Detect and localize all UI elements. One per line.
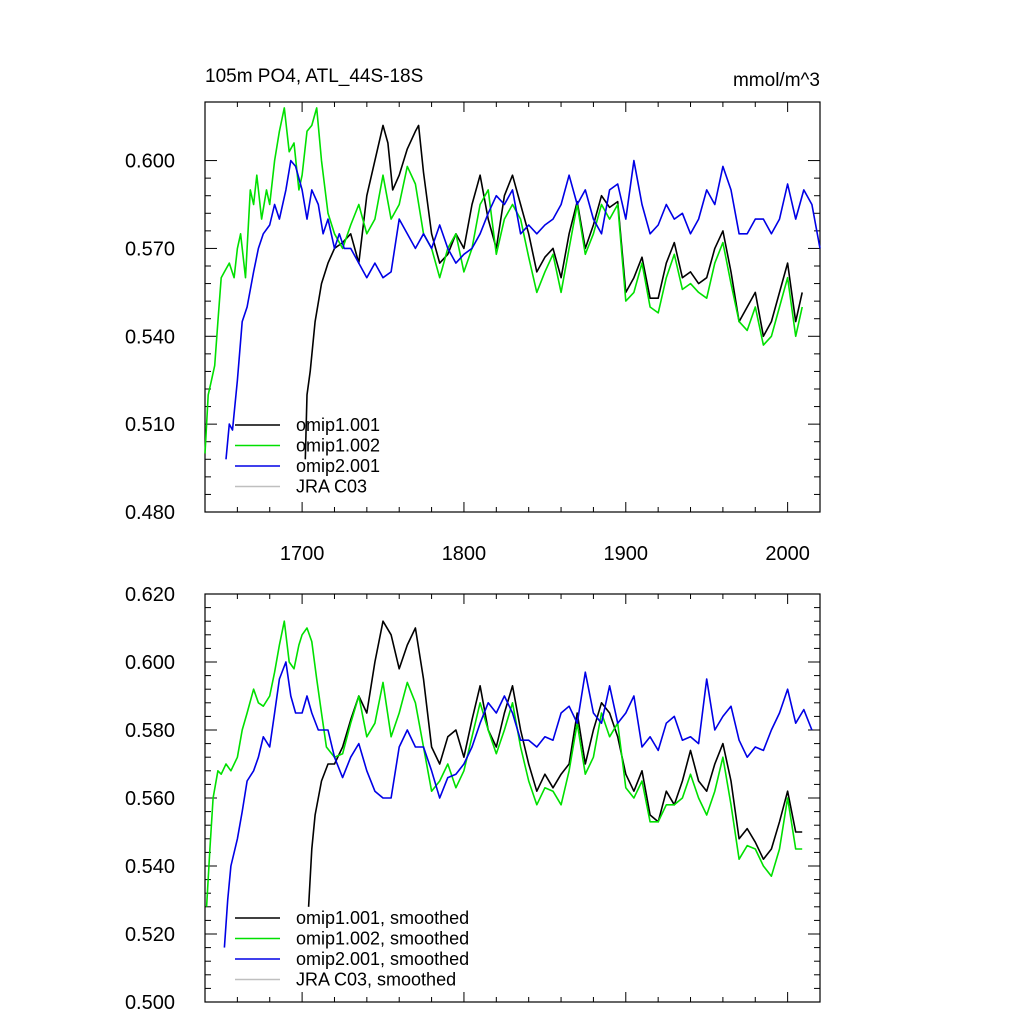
bottom-y-tick-label: 0.560 <box>125 788 175 810</box>
top-legend-label: omip2.001 <box>296 456 380 476</box>
top-chart: 105m PO4, ATL_44S-18S mmol/m^3 1700 1800 1… <box>125 66 821 565</box>
top-plot-frame <box>204 101 821 513</box>
series-line-omip1-001-smoothed <box>307 620 803 907</box>
bottom-legend-label: omip1.002, smoothed <box>296 929 469 949</box>
bottom-y-tick-label: 0.520 <box>125 924 175 946</box>
top-chart-units: mmol/m^3 <box>733 70 820 91</box>
top-series-lines <box>204 107 821 460</box>
bottom-legend-label: omip2.001, smoothed <box>296 949 469 969</box>
top-legend-label: JRA C03 <box>296 477 367 497</box>
bottom-y-tick-label: 0.580 <box>125 720 175 742</box>
series-line-omip1-001 <box>304 124 803 460</box>
series-line-omip1-002-smoothed <box>205 620 803 907</box>
bottom-y-tick-label: 0.540 <box>125 856 175 878</box>
top-legend-label: omip1.001 <box>296 415 380 435</box>
top-x-tick-label: 1800 <box>442 543 487 565</box>
top-y-tick-label: 0.510 <box>125 414 175 436</box>
top-y-tick-label: 0.480 <box>125 502 175 524</box>
bottom-y-tick-label: 0.500 <box>125 992 175 1014</box>
bottom-ticks: 0.500 0.520 0.540 0.560 0.580 0.600 0.620 <box>125 584 821 1014</box>
top-chart-title: 105m PO4, ATL_44S-18S <box>205 66 423 87</box>
top-x-tick-label: 1700 <box>280 543 325 565</box>
top-ticks: 1700 1800 1900 2000 0.480 0.510 0.540 0.570 0.60… <box>125 102 821 565</box>
top-y-tick-label: 0.540 <box>125 326 175 348</box>
top-y-tick-label: 0.600 <box>125 151 175 173</box>
bottom-legend-label: omip1.001, smoothed <box>296 908 469 928</box>
top-legend-label: omip1.002 <box>296 436 380 456</box>
bottom-legend-label: JRA C03, smoothed <box>296 970 456 990</box>
series-line-omip1-002 <box>204 107 803 454</box>
bottom-y-tick-label: 0.620 <box>125 584 175 606</box>
bottom-y-tick-label: 0.600 <box>125 652 175 674</box>
top-x-tick-label: 2000 <box>765 543 810 565</box>
top-x-tick-label: 1900 <box>604 543 649 565</box>
bottom-chart: 0.500 0.520 0.540 0.560 0.580 0.600 0.620 omip… <box>125 584 821 1014</box>
bottom-series-lines <box>205 620 813 948</box>
top-y-tick-label: 0.570 <box>125 238 175 260</box>
series-line-omip2-001 <box>225 159 821 460</box>
series-line-omip2-001-smoothed <box>223 661 813 948</box>
